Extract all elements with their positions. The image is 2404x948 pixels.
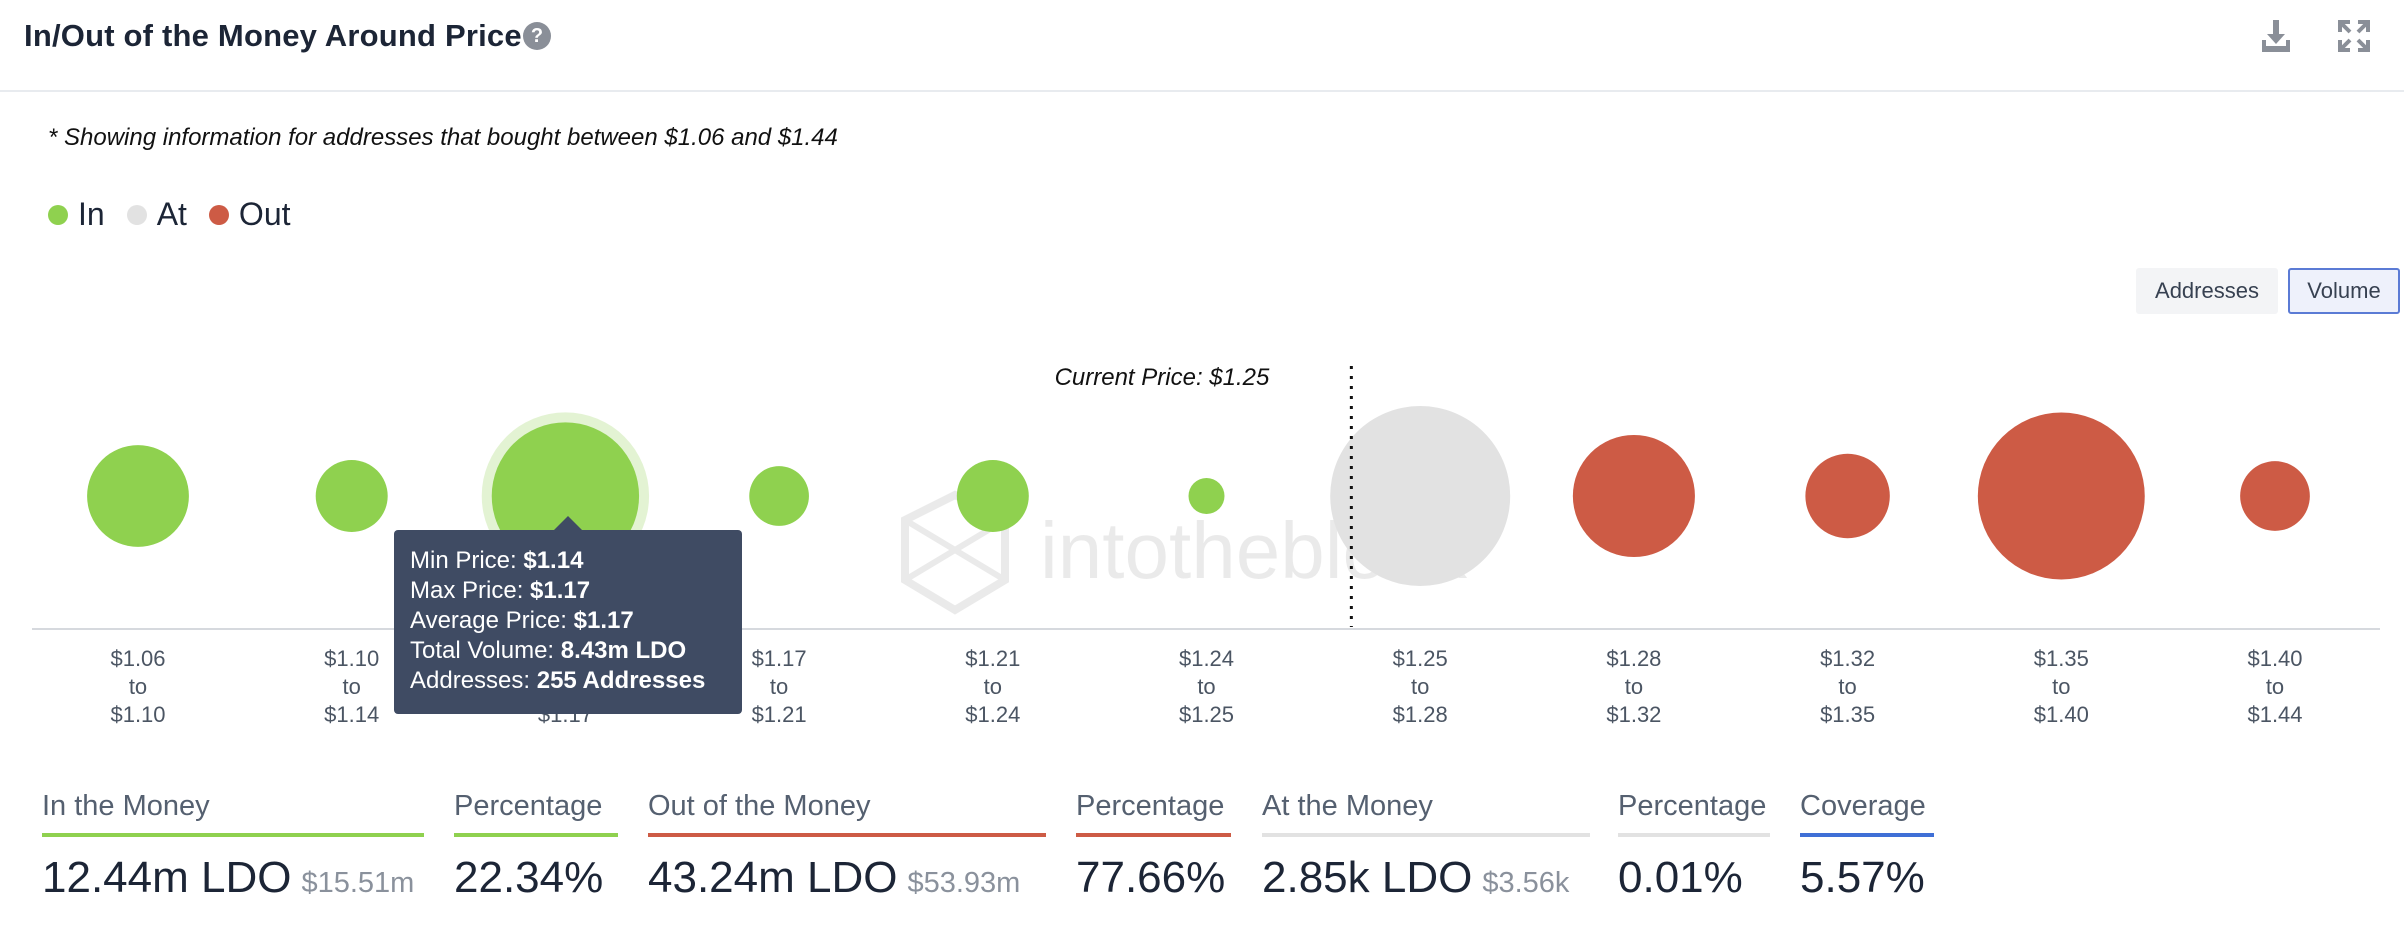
stat-label: Out of the Money <box>648 790 871 822</box>
widget-header: In/Out of the Money Around Price ? <box>0 0 2404 92</box>
bubble-out[interactable] <box>2240 461 2310 531</box>
stat-value: 12.44m LDO $15.51m <box>42 853 415 902</box>
stat-value: 5.57% <box>1800 853 1925 902</box>
legend-item-at[interactable]: At <box>126 196 187 233</box>
stat-label: Coverage <box>1800 790 1926 822</box>
bubble-at[interactable] <box>1330 406 1511 586</box>
stat-in-the-money: In the Money 12.44m LDO $15.51m <box>42 790 424 903</box>
stat-label: Percentage <box>454 790 603 822</box>
stat-value: 0.01% <box>1618 853 1743 902</box>
legend-dot-in <box>48 204 68 225</box>
stat-at-the-money: At the Money 2.85k LDO $3.56k <box>1262 790 1590 903</box>
bubble-out[interactable] <box>1572 434 1695 558</box>
download-icon[interactable] <box>2256 16 2296 56</box>
x-tick-label: $1.25 to $1.28 <box>1393 646 1448 727</box>
x-tick-label: $1.32 to $1.35 <box>1820 646 1875 727</box>
stat-underline <box>1618 833 1770 837</box>
stat-underline <box>454 833 618 837</box>
summary-stats: In the Money 12.44m LDO $15.51m Percentag… <box>0 790 2404 930</box>
stat-value: 77.66% <box>1076 853 1226 902</box>
bubble-in[interactable] <box>749 466 809 526</box>
legend-label-at: At <box>156 196 187 232</box>
x-tick-label: $1.10 to $1.14 <box>324 646 379 727</box>
stat-underline <box>1800 833 1934 837</box>
stat-underline <box>1076 833 1231 837</box>
range-note: * Showing information for addresses that… <box>48 124 838 151</box>
stat-coverage: Coverage 5.57% <box>1800 790 1934 903</box>
expand-icon[interactable] <box>2334 16 2374 56</box>
bubble-out[interactable] <box>1977 412 2145 580</box>
stat-label: Percentage <box>1076 790 1225 822</box>
stat-underline <box>648 833 1046 837</box>
tooltip-total-volume: Total Volume: 8.43m LDO <box>410 637 687 664</box>
chart-legend: In At Out <box>48 196 313 233</box>
stat-out-percentage: Percentage 77.66% <box>1076 790 1231 903</box>
stat-label: Percentage <box>1618 790 1767 822</box>
tooltip-average-price: Average Price: $1.17 <box>410 607 634 634</box>
x-tick-label: $1.06 to $1.10 <box>110 646 165 727</box>
tooltip-max-price: Max Price: $1.17 <box>410 577 591 604</box>
stat-out-of-the-money: Out of the Money 43.24m LDO $53.93m <box>648 790 1046 903</box>
addresses-toggle-button[interactable]: Addresses <box>2136 268 2278 314</box>
stat-label: In the Money <box>42 790 210 822</box>
x-tick-label: $1.21 to $1.24 <box>965 646 1020 727</box>
current-price-label: Current Price: $1.25 <box>1055 364 1270 391</box>
x-tick-label: $1.24 to $1.25 <box>1179 646 1234 727</box>
tooltip-min-price: Min Price: $1.14 <box>410 547 584 574</box>
tooltip-addresses: Addresses: 255 Addresses <box>410 667 706 694</box>
stat-value: 2.85k LDO $3.56k <box>1262 853 1570 902</box>
bubble-in[interactable] <box>87 445 189 547</box>
stat-underline <box>42 833 424 837</box>
legend-label-out: Out <box>238 196 291 232</box>
bubble-chart: Current Price: $1.25 $1.06 to $1.10 $1.10 to… <box>32 364 2380 727</box>
x-tick-label: $1.35 to $1.40 <box>2034 646 2089 727</box>
stat-label: At the Money <box>1262 790 1433 822</box>
legend-item-in[interactable]: In <box>48 196 105 233</box>
legend-dot-out <box>208 204 229 225</box>
bubble-out[interactable] <box>1805 453 1890 539</box>
legend-dot-at <box>126 204 147 225</box>
stat-in-percentage: Percentage 22.34% <box>454 790 618 903</box>
legend-item-out[interactable]: Out <box>208 196 291 233</box>
volume-toggle-button[interactable]: Volume <box>2288 268 2400 314</box>
question-circle-icon[interactable]: ? <box>523 22 551 50</box>
stat-value: 22.34% <box>454 853 604 902</box>
bubble-in[interactable] <box>1188 478 1225 514</box>
legend-label-in: In <box>78 196 105 232</box>
x-tick-label: $1.28 to $1.32 <box>1606 646 1661 727</box>
bubble-tooltip: Min Price: $1.14 Max Price: $1.17 Averag… <box>394 516 742 714</box>
x-tick-label: $1.40 to $1.44 <box>2247 646 2302 727</box>
stat-underline <box>1262 833 1590 837</box>
x-tick-label: $1.17 to $1.21 <box>752 646 807 727</box>
widget-title: In/Out of the Money Around Price <box>24 18 522 53</box>
stat-value: 43.24m LDO $53.93m <box>648 853 1021 902</box>
stat-at-percentage: Percentage 0.01% <box>1618 790 1770 903</box>
bubble-in[interactable] <box>956 460 1029 532</box>
bubble-in[interactable] <box>315 460 388 532</box>
